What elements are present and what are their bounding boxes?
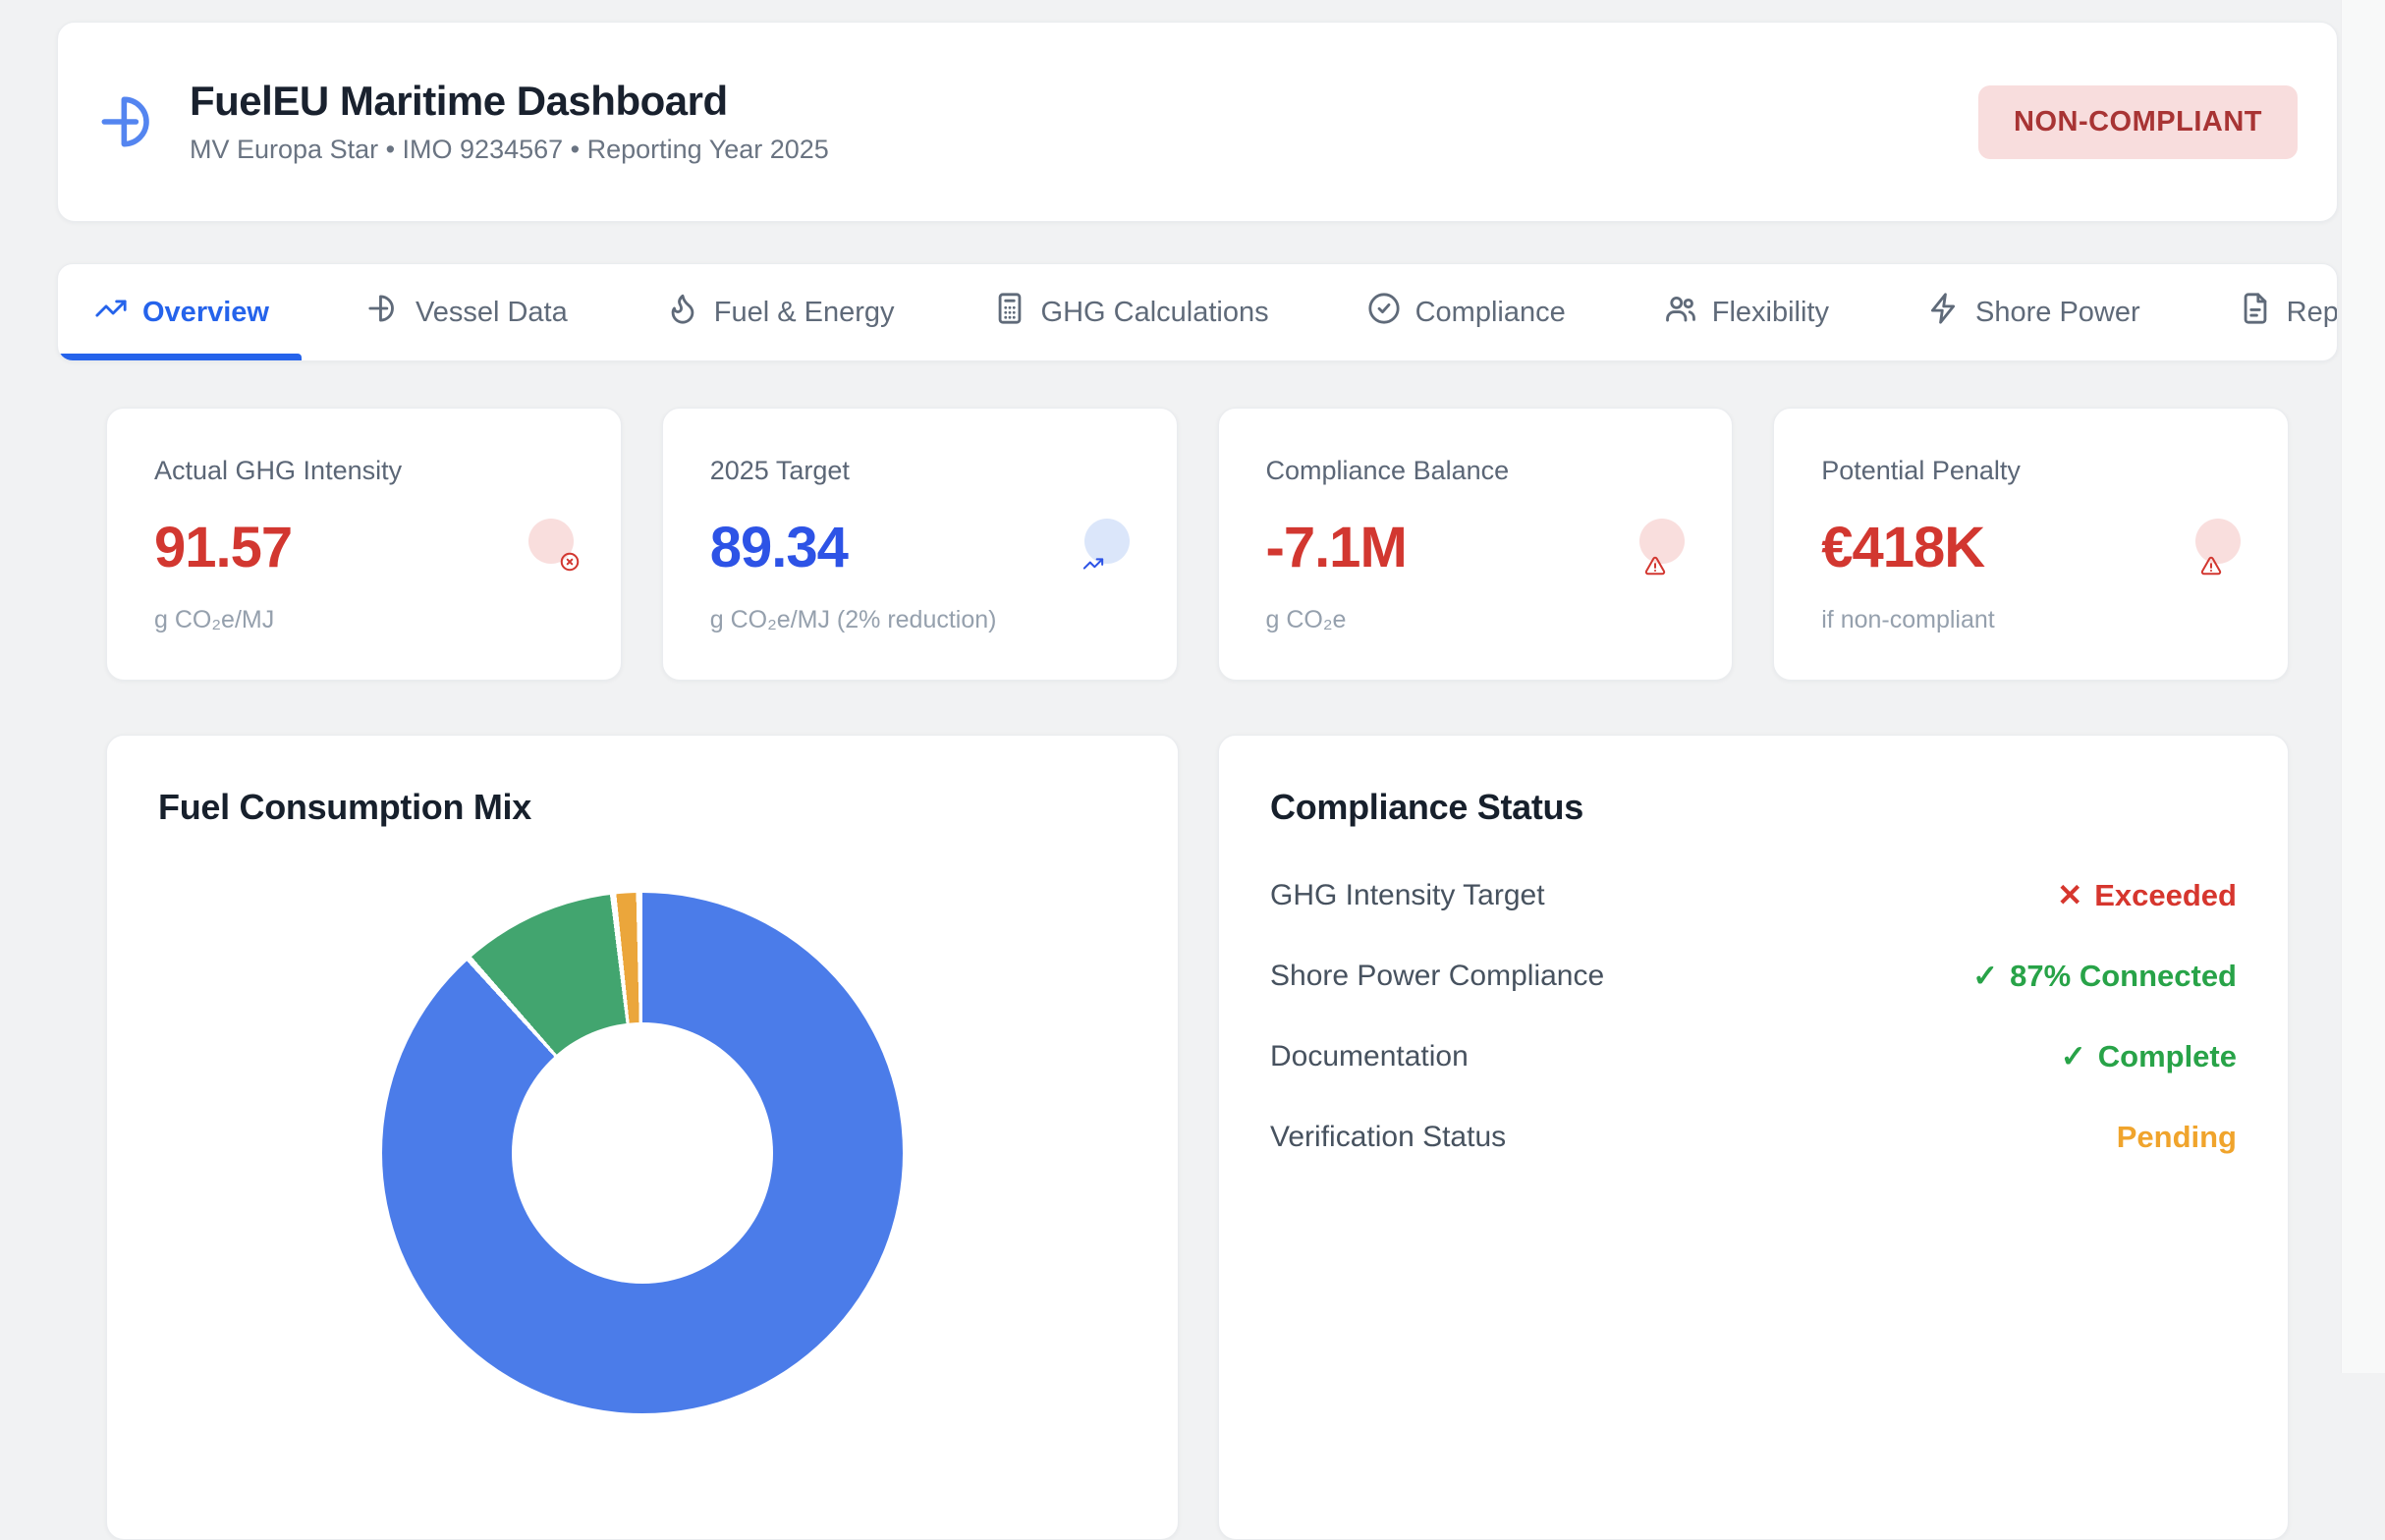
tab-ghg-calculations[interactable]: GHG Calculations	[993, 264, 1269, 360]
stat-unit: g CO₂e/MJ	[154, 606, 275, 633]
stat-bubble	[1082, 519, 1130, 570]
tab-label: Fuel & Energy	[713, 296, 895, 328]
status-value-text: Pending	[2116, 1120, 2237, 1154]
tab-label: Vessel Data	[415, 296, 568, 328]
ship-logo-icon	[99, 90, 162, 153]
file-text-icon	[2239, 292, 2272, 333]
stat-label: 2025 Target	[709, 456, 850, 485]
fuel-mix-donut	[382, 893, 903, 1413]
status-row-shore-power-compliance: Shore Power Compliance ✓ 87% Connected	[1270, 936, 2237, 1017]
tab-bar: Overview Vessel Data Fuel & Energy	[57, 263, 2338, 361]
header-text: FuelEU Maritime Dashboard MV Europa Star…	[190, 79, 829, 164]
status-label: GHG Intensity Target	[1270, 879, 1545, 911]
trending-up-icon	[94, 292, 128, 333]
page-title: FuelEU Maritime Dashboard	[190, 78, 728, 125]
dashboard-page: FuelEU Maritime Dashboard MV Europa Star…	[57, 22, 2338, 1540]
status-label: Shore Power Compliance	[1270, 960, 1605, 992]
ship-icon	[367, 292, 401, 333]
stat-card-actual-ghg-intensity: Actual GHG Intensity 91.57 g CO₂e/MJ	[106, 408, 622, 681]
stat-bubble	[2195, 519, 2241, 576]
tab-label: Shore Power	[1975, 296, 2140, 328]
stat-bubble	[1639, 519, 1686, 576]
stat-card-potential-penalty: Potential Penalty €418K if non-compliant	[1773, 408, 2289, 681]
compliance-status-panel: Compliance Status GHG Intensity Target ✕…	[1218, 735, 2289, 1540]
status-value-text: 87% Connected	[2010, 959, 2237, 993]
circle-x-icon	[559, 551, 581, 573]
stat-bubble	[527, 519, 580, 572]
compliance-status-title: Compliance Status	[1270, 787, 1583, 827]
status-row-ghg-intensity-target: GHG Intensity Target ✕ Exceeded	[1270, 855, 2237, 936]
tab-compliance[interactable]: Compliance	[1367, 264, 1566, 360]
tab-label: GHG Calculations	[1040, 296, 1269, 328]
tab-label: Reports	[2286, 296, 2338, 328]
main-row: Fuel Consumption Mix Compliance Status G…	[106, 735, 2289, 1540]
triangle-alert-icon	[1644, 555, 1666, 577]
stat-label: Compliance Balance	[1265, 456, 1510, 485]
stat-label: Potential Penalty	[1821, 456, 2021, 485]
stat-card-2025-target: 2025 Target 89.34 g CO₂e/MJ (2% reductio…	[661, 408, 1178, 681]
status-rows: GHG Intensity Target ✕ Exceeded Shore Po…	[1270, 855, 2237, 1178]
tab-list: Overview Vessel Data Fuel & Energy	[58, 264, 2337, 360]
flame-icon	[666, 292, 699, 333]
header-card: FuelEU Maritime Dashboard MV Europa Star…	[57, 22, 2338, 222]
stat-value: -7.1M	[1265, 516, 1408, 579]
tab-label: Flexibility	[1711, 296, 1829, 328]
stat-unit: g CO₂e	[1265, 606, 1347, 633]
tab-vessel-data[interactable]: Vessel Data	[367, 264, 568, 360]
status-row-documentation: Documentation ✓ Complete	[1270, 1017, 2237, 1097]
tab-shore-power[interactable]: Shore Power	[1927, 264, 2140, 360]
status-label: Verification Status	[1270, 1121, 1507, 1153]
scrollbar-track[interactable]	[2341, 0, 2385, 1373]
compliance-status-badge: NON-COMPLIANT	[1978, 84, 2298, 159]
check-mark-icon: ✓	[2060, 1039, 2086, 1073]
stat-unit: g CO₂e/MJ (2% reduction)	[709, 606, 997, 633]
x-mark-icon: ✕	[2057, 878, 2083, 912]
zap-icon	[1927, 292, 1961, 333]
vessel-subtitle: MV Europa Star • IMO 9234567 • Reporting…	[190, 134, 829, 164]
status-label: Documentation	[1270, 1040, 1469, 1072]
circle-check-icon	[1367, 292, 1401, 333]
status-value-text: Complete	[2097, 1039, 2237, 1073]
tab-fuel-energy[interactable]: Fuel & Energy	[666, 264, 895, 360]
tab-reports[interactable]: Reports	[2239, 264, 2338, 360]
fuel-mix-panel: Fuel Consumption Mix	[106, 735, 1179, 1540]
stat-value: 91.57	[154, 516, 293, 579]
stat-card-compliance-balance: Compliance Balance -7.1M g CO₂e	[1217, 408, 1734, 681]
stat-label: Actual GHG Intensity	[154, 456, 403, 485]
tab-label: Overview	[142, 296, 269, 328]
trending-up-icon	[1082, 553, 1104, 575]
stat-value: €418K	[1821, 516, 1985, 579]
stat-value: 89.34	[709, 516, 849, 579]
calculator-icon	[993, 292, 1026, 333]
tab-flexibility[interactable]: Flexibility	[1664, 264, 1829, 360]
tab-label: Compliance	[1414, 296, 1566, 328]
status-value-text: Exceeded	[2094, 878, 2237, 912]
status-row-verification-status: Verification Status Pending	[1270, 1097, 2237, 1178]
tab-overview[interactable]: Overview	[58, 264, 302, 360]
fuel-mix-title: Fuel Consumption Mix	[158, 787, 531, 827]
stats-row: Actual GHG Intensity 91.57 g CO₂e/MJ 202…	[106, 408, 2289, 681]
users-icon	[1664, 292, 1697, 333]
triangle-alert-icon	[2200, 555, 2222, 577]
check-mark-icon: ✓	[1972, 959, 1999, 993]
stat-unit: if non-compliant	[1821, 606, 1995, 633]
